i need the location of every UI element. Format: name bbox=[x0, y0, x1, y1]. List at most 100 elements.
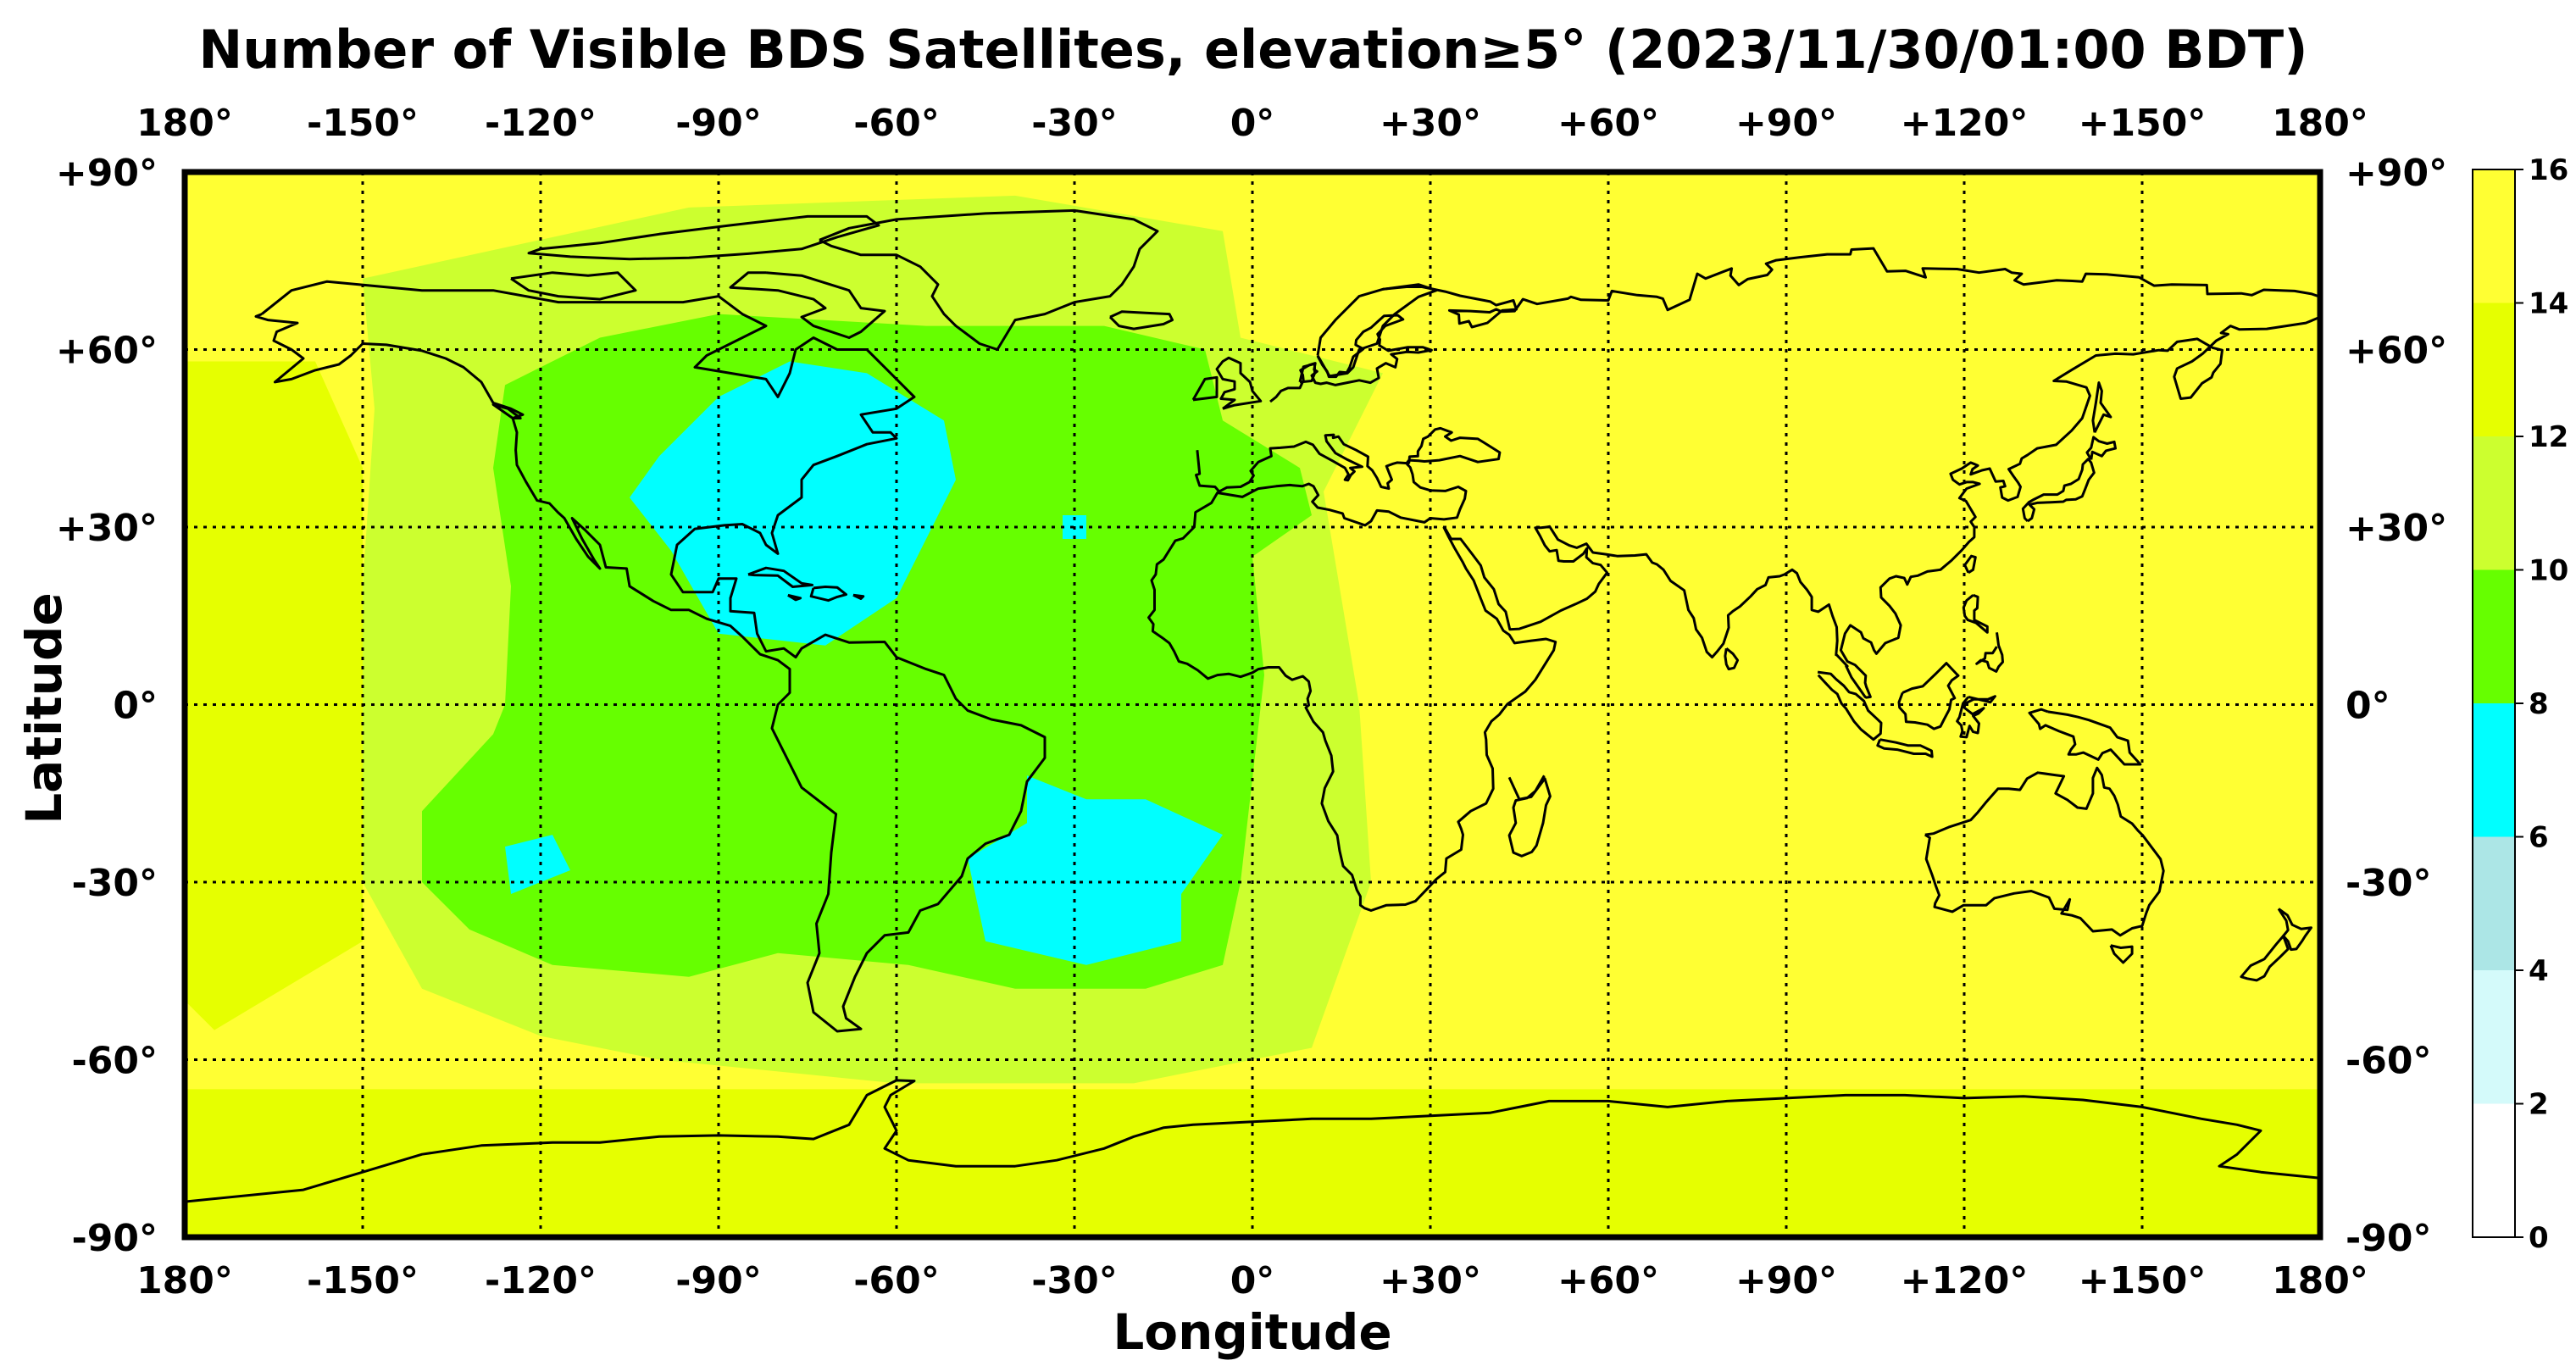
coastline bbox=[1876, 738, 1934, 758]
coastline bbox=[2277, 908, 2312, 952]
x-tick-label-bottom: -90° bbox=[675, 1259, 762, 1302]
coastline bbox=[1924, 766, 2165, 937]
coastline bbox=[809, 586, 847, 602]
coastline bbox=[1962, 593, 1989, 634]
coastline bbox=[2091, 381, 2112, 433]
x-tick-label-bottom: -120° bbox=[485, 1259, 597, 1302]
x-tick-label-bottom: +60° bbox=[1557, 1259, 1659, 1302]
x-tick-label-bottom: +120° bbox=[1901, 1259, 2029, 1302]
coastline bbox=[1147, 247, 2320, 912]
y-tick-label-right: -90° bbox=[2346, 1217, 2432, 1260]
coastline bbox=[1975, 632, 2004, 673]
y-tick-label-left: -60° bbox=[72, 1040, 158, 1083]
coastline bbox=[2085, 436, 2117, 461]
x-tick-label-bottom: 180° bbox=[2272, 1259, 2368, 1302]
latitude-tick-labels-left: +90° +60° +30° 0° -30° -60° -90° bbox=[56, 152, 158, 1260]
latitude-tick-labels-right: +90° +60° +30° 0° -30° -60° -90° bbox=[2346, 152, 2447, 1260]
longitude-tick-labels-bottom: 180° -150° -120° -90° -60° -30° 0° +30° +60° +90°… bbox=[136, 1259, 2368, 1302]
coastline bbox=[185, 1079, 2320, 1203]
y-tick-label-right: -60° bbox=[2346, 1040, 2432, 1083]
x-tick-label-top: -60° bbox=[853, 102, 940, 145]
colorbar-tick-label: 4 bbox=[2529, 954, 2549, 988]
coastline bbox=[2021, 458, 2096, 523]
coastline bbox=[729, 271, 886, 339]
x-tick-label-bottom: -30° bbox=[1031, 1259, 1118, 1302]
colorbar-tick-labels: 0 2 4 6 8 10 12 14 16 bbox=[2515, 153, 2568, 1255]
x-tick-label-top: -120° bbox=[485, 102, 597, 145]
coastline bbox=[1316, 283, 1438, 378]
visibility-region bbox=[505, 835, 570, 894]
colorbar-bin bbox=[2473, 303, 2515, 436]
x-tick-label-top: +60° bbox=[1557, 102, 1659, 145]
coastline bbox=[254, 280, 1046, 1033]
colorbar-tick-label: 16 bbox=[2529, 153, 2568, 187]
coastline bbox=[1956, 695, 1996, 739]
x-tick-label-top: +90° bbox=[1735, 102, 1837, 145]
colorbar-bin bbox=[2473, 169, 2515, 303]
colorbar-bin bbox=[2473, 703, 2515, 837]
x-tick-label-bottom: 0° bbox=[1230, 1259, 1275, 1302]
colorbar-tick-label: 6 bbox=[2529, 821, 2549, 855]
y-tick-label-left: -90° bbox=[72, 1217, 158, 1260]
colorbar-tick-label: 12 bbox=[2529, 420, 2568, 454]
x-tick-label-bottom: +30° bbox=[1380, 1259, 1481, 1302]
colorbar-tick-label: 10 bbox=[2529, 554, 2568, 588]
x-tick-label-top: +120° bbox=[1901, 102, 2029, 145]
colorbar-tick-label: 14 bbox=[2529, 287, 2568, 321]
x-tick-label-bottom: 180° bbox=[136, 1259, 233, 1302]
colorbar-bin bbox=[2473, 970, 2515, 1104]
y-tick-label-right: +90° bbox=[2346, 152, 2447, 195]
colorbar-bin bbox=[2473, 836, 2515, 970]
colorbar-tick-label: 2 bbox=[2529, 1088, 2549, 1122]
chart-title: Number of Visible BDS Satellites, elevat… bbox=[198, 19, 2307, 81]
x-tick-label-bottom: -60° bbox=[853, 1259, 940, 1302]
colorbar-bin bbox=[2473, 1103, 2515, 1237]
coastline bbox=[747, 566, 814, 588]
visibility-region bbox=[185, 361, 363, 1030]
y-tick-label-left: +60° bbox=[56, 330, 158, 373]
x-tick-label-top: -90° bbox=[675, 102, 762, 145]
x-tick-label-top: 180° bbox=[136, 102, 233, 145]
x-tick-label-top: -150° bbox=[307, 102, 419, 145]
x-tick-label-top: -30° bbox=[1031, 102, 1118, 145]
colorbar-bin bbox=[2473, 436, 2515, 570]
coastline bbox=[1215, 356, 1263, 410]
map-plot-area bbox=[181, 169, 2323, 1241]
x-tick-label-bottom: +150° bbox=[2079, 1259, 2207, 1302]
x-tick-label-bottom: -150° bbox=[307, 1259, 419, 1302]
coastline bbox=[1897, 662, 1960, 730]
coastline bbox=[510, 271, 637, 301]
coastline bbox=[852, 593, 865, 600]
coastline bbox=[2240, 935, 2290, 982]
x-tick-label-top: 0° bbox=[1230, 102, 1275, 145]
colorbar bbox=[2472, 169, 2516, 1238]
coastline bbox=[1817, 670, 1883, 741]
y-tick-label-right: 0° bbox=[2346, 685, 2390, 728]
coastline bbox=[1724, 647, 1740, 671]
y-tick-label-left: -30° bbox=[72, 862, 158, 905]
visibility-region bbox=[968, 775, 1223, 965]
colorbar-bin bbox=[2473, 569, 2515, 703]
coastline bbox=[491, 403, 522, 419]
coastlines bbox=[185, 208, 2320, 1203]
coastline bbox=[1108, 310, 1174, 330]
coastline bbox=[1507, 775, 1552, 858]
y-axis-label: Latitude bbox=[15, 592, 73, 825]
x-tick-label-top: +30° bbox=[1380, 102, 1481, 145]
y-tick-label-left: +90° bbox=[56, 152, 158, 195]
coastline bbox=[527, 214, 880, 261]
x-tick-label-top: 180° bbox=[2272, 102, 2368, 145]
x-axis-label: Longitude bbox=[1113, 1303, 1391, 1361]
y-tick-label-left: +30° bbox=[56, 507, 158, 550]
y-tick-label-left: 0° bbox=[113, 685, 158, 728]
coastline bbox=[2028, 708, 2142, 766]
colorbar-tick-label: 0 bbox=[2529, 1221, 2549, 1255]
longitude-tick-labels-top: 180° -150° -120° -90° -60° -30° 0° +30° +60° +90°… bbox=[136, 102, 2368, 145]
coastline bbox=[2109, 944, 2134, 964]
graticule-gridlines bbox=[185, 172, 2320, 1237]
y-tick-label-right: -30° bbox=[2346, 862, 2432, 905]
map-frame bbox=[181, 169, 2323, 1241]
coastline bbox=[787, 593, 802, 602]
x-tick-label-bottom: +90° bbox=[1735, 1259, 1837, 1302]
